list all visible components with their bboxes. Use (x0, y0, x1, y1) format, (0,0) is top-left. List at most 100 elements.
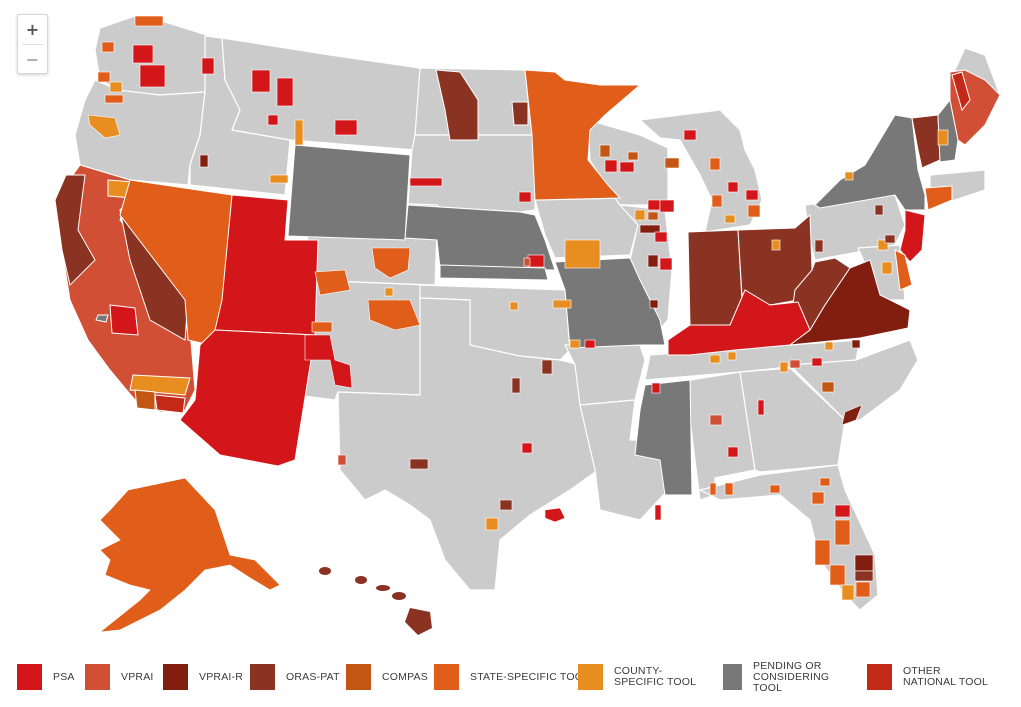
state-montana[interactable] (221, 37, 421, 151)
county-marker[interactable] (569, 339, 581, 349)
county-marker[interactable] (511, 377, 521, 394)
county-marker[interactable] (139, 64, 166, 88)
county-marker[interactable] (779, 361, 789, 373)
county-marker[interactable] (724, 482, 734, 496)
county-marker[interactable] (709, 354, 721, 364)
county-marker[interactable] (834, 504, 851, 518)
county-marker[interactable] (276, 77, 294, 107)
county-marker[interactable] (619, 161, 635, 173)
county-marker[interactable] (841, 404, 863, 426)
county-marker[interactable] (654, 231, 668, 243)
maine-other-national[interactable] (951, 71, 971, 112)
state-utah[interactable] (214, 194, 319, 336)
state-kansas-fill[interactable] (439, 264, 549, 281)
county-marker[interactable] (851, 339, 861, 349)
county-marker[interactable] (834, 519, 851, 546)
california-compas[interactable] (134, 389, 156, 411)
county-marker[interactable] (855, 581, 871, 598)
county-marker[interactable] (709, 414, 723, 426)
county-marker[interactable] (727, 446, 739, 458)
county-marker[interactable] (727, 351, 737, 361)
county-marker[interactable] (647, 199, 661, 211)
state-new-york[interactable] (814, 114, 926, 211)
state-new-jersey[interactable] (899, 209, 926, 263)
county-marker[interactable] (604, 159, 618, 173)
county-marker[interactable] (659, 257, 673, 271)
county-marker[interactable] (544, 507, 566, 523)
state-vermont[interactable] (911, 114, 941, 169)
county-marker[interactable] (304, 334, 353, 389)
california-pending[interactable] (95, 314, 109, 323)
us-county-map[interactable] (0, 0, 1021, 650)
county-marker[interactable] (509, 301, 519, 311)
county-marker[interactable] (844, 171, 854, 181)
county-marker[interactable] (664, 157, 680, 169)
state-arizona[interactable] (179, 329, 316, 467)
county-marker[interactable] (499, 499, 513, 511)
county-marker[interactable] (647, 254, 659, 268)
state-mississippi[interactable] (634, 379, 693, 496)
state-nebraska[interactable] (404, 204, 556, 271)
county-marker[interactable] (527, 254, 545, 268)
county-marker[interactable] (829, 564, 846, 586)
county-marker[interactable] (485, 517, 499, 531)
state-michigan[interactable] (639, 109, 763, 233)
county-marker[interactable] (711, 194, 723, 208)
county-marker[interactable] (769, 484, 781, 494)
county-marker[interactable] (384, 287, 394, 297)
county-marker[interactable] (814, 239, 824, 253)
county-marker[interactable] (109, 81, 123, 93)
county-marker[interactable] (639, 224, 661, 234)
county-marker[interactable] (199, 154, 209, 168)
county-marker[interactable] (771, 239, 781, 251)
county-marker[interactable] (599, 144, 611, 158)
county-marker[interactable] (654, 504, 662, 521)
county-marker[interactable] (337, 454, 347, 466)
county-marker[interactable] (811, 357, 823, 367)
county-marker[interactable] (789, 359, 801, 369)
zoom-out-button[interactable]: − (18, 45, 47, 74)
county-marker[interactable] (311, 321, 333, 333)
county-marker[interactable] (709, 157, 721, 171)
state-alaska[interactable] (98, 477, 281, 633)
county-marker[interactable] (854, 554, 874, 572)
county-marker[interactable] (371, 247, 411, 279)
county-marker[interactable] (881, 261, 893, 275)
county-marker[interactable] (745, 189, 759, 201)
county-marker[interactable] (821, 381, 835, 393)
california-other-national[interactable] (154, 394, 186, 414)
county-marker[interactable] (267, 114, 279, 126)
county-marker[interactable] (97, 71, 111, 83)
county-marker[interactable] (757, 399, 765, 416)
county-marker[interactable] (874, 204, 884, 216)
county-marker[interactable] (104, 94, 124, 104)
county-marker[interactable] (314, 269, 351, 296)
county-marker[interactable] (541, 359, 553, 375)
california-oras-pat-north[interactable] (54, 174, 96, 286)
county-marker[interactable] (269, 174, 289, 184)
state-missouri[interactable] (554, 257, 666, 349)
zoom-in-button[interactable]: + (18, 15, 47, 44)
county-marker[interactable] (409, 458, 429, 470)
county-marker[interactable] (334, 119, 358, 136)
california-county-specific[interactable] (129, 374, 191, 396)
county-marker[interactable] (819, 477, 831, 487)
county-marker[interactable] (409, 177, 443, 187)
county-marker[interactable] (727, 181, 739, 193)
county-marker[interactable] (132, 44, 154, 64)
pretrial-risk-assessment-map[interactable] (0, 0, 1021, 650)
county-marker[interactable] (854, 570, 874, 582)
nd-oras-pat-cluster[interactable] (435, 69, 479, 141)
county-marker[interactable] (294, 119, 304, 146)
county-marker[interactable] (724, 214, 736, 224)
county-marker[interactable] (564, 239, 601, 269)
county-marker[interactable] (651, 382, 661, 394)
state-kentucky[interactable] (667, 289, 811, 356)
county-marker[interactable] (937, 129, 949, 146)
county-marker[interactable] (87, 114, 121, 139)
state-south-dakota[interactable] (407, 134, 536, 213)
county-marker[interactable] (521, 442, 533, 454)
county-marker[interactable] (647, 211, 659, 221)
county-marker[interactable] (814, 539, 831, 566)
county-marker[interactable] (841, 584, 855, 601)
